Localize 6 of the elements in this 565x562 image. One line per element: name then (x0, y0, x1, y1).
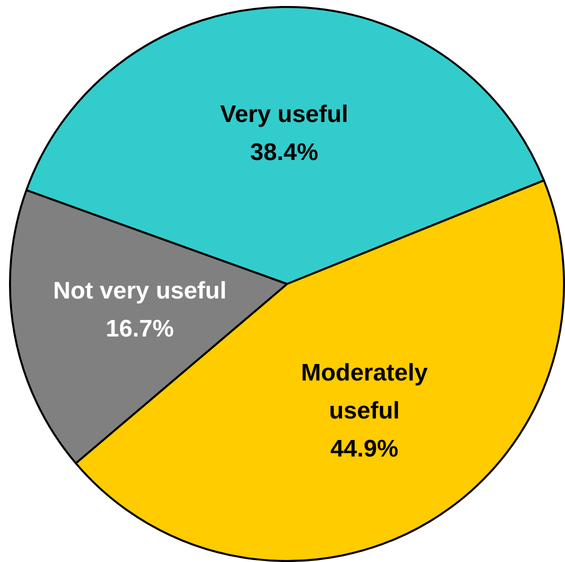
data-label: 16.7% (106, 315, 174, 342)
data-label: 44.9% (330, 436, 398, 463)
slice-label: Very useful (220, 101, 348, 128)
data-label: 38.4% (250, 139, 318, 166)
slice-label: Moderately useful (301, 360, 428, 425)
slice-label: Not very useful (53, 277, 227, 304)
